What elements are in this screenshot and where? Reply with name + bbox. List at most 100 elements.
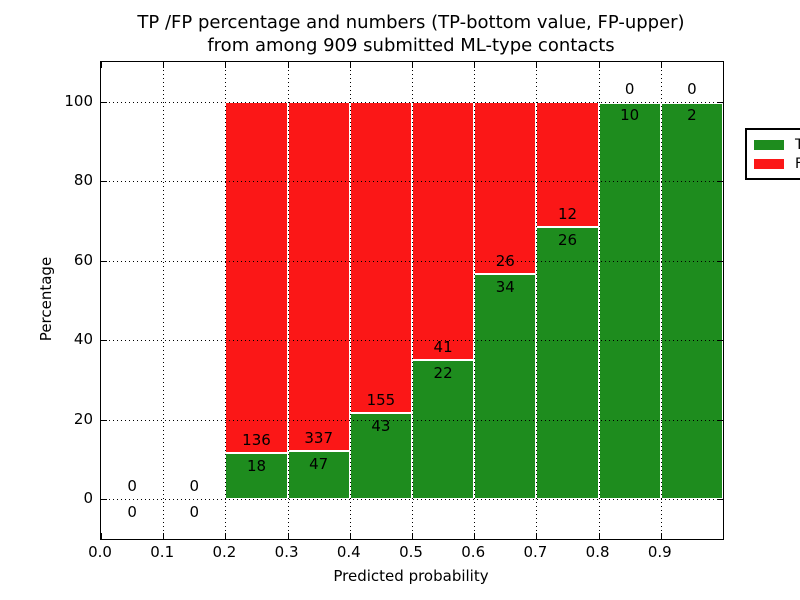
fp-count-label: 41	[433, 338, 453, 357]
tp-count-label: 47	[309, 454, 329, 473]
chart-title-line2: from among 909 submitted ML-type contact…	[207, 35, 615, 56]
x-tick-bottom	[598, 533, 600, 539]
tp-count-label: 10	[620, 105, 640, 124]
x-tick-bottom	[660, 533, 662, 539]
x-tick-top	[474, 62, 476, 68]
fp-bar	[225, 101, 288, 453]
legend-row-tp: TP	[754, 135, 800, 154]
vertical-gridline	[660, 62, 662, 539]
y-tick-left	[101, 260, 107, 262]
y-tick-right	[717, 340, 723, 342]
x-tick-top	[536, 62, 538, 68]
fp-bar	[536, 101, 599, 228]
plot-area: 0 0 0 0 136 18 337 47 155 43 41 22 26 34 12 26 0 10 0 2 TP …	[100, 61, 800, 540]
x-tick-top	[412, 62, 413, 68]
x-tick-top	[225, 62, 227, 68]
fp-count-label: 0	[127, 477, 137, 496]
vertical-gridline	[598, 62, 600, 539]
y-tick-right	[717, 260, 723, 262]
legend-row-fp: FP	[754, 154, 800, 173]
y-axis-label: Percentage	[37, 256, 55, 342]
horizontal-gridline	[101, 419, 723, 421]
horizontal-gridline	[101, 181, 723, 183]
tp-count-label: 18	[246, 456, 267, 475]
x-tick-label: 0.9	[647, 543, 672, 561]
y-tick-label: 40	[73, 330, 93, 349]
x-tick-bottom	[536, 533, 538, 539]
x-tick-top	[598, 62, 600, 68]
x-tick-label: 0.2	[212, 543, 237, 561]
y-tick-label: 100	[64, 91, 93, 110]
fp-count-label: 136	[242, 430, 271, 449]
fp-count-label: 337	[304, 428, 334, 447]
y-tick-right	[717, 499, 723, 501]
tp-count-label: 0	[127, 503, 137, 522]
x-tick-label: 0.3	[274, 543, 299, 561]
tp-count-label: 2	[687, 105, 697, 124]
tp-count-label: 34	[495, 278, 515, 296]
y-tick-right	[717, 419, 723, 421]
legend: TP FP	[745, 128, 800, 180]
legend-fp-label: FP	[795, 155, 800, 172]
legend-fp-swatch-icon	[754, 158, 784, 169]
y-tick-right	[717, 101, 723, 103]
x-tick-label: 0.6	[461, 543, 486, 561]
y-tick-left	[101, 181, 107, 183]
tp-count-label: 43	[371, 416, 391, 435]
horizontal-gridline	[101, 340, 723, 342]
tp-count-label: 22	[433, 364, 453, 383]
x-tick-label: 0.4	[336, 543, 361, 561]
tp-count-label: 26	[557, 231, 578, 250]
tp-bar	[474, 274, 537, 500]
fp-count-label: 0	[687, 79, 697, 98]
tp-bar	[536, 227, 599, 500]
chart-title: TP /FP percentage and numbers (TP-bottom…	[100, 11, 722, 57]
y-tick-label: 80	[73, 171, 93, 190]
y-tick-label: 0	[83, 489, 93, 508]
x-tick-bottom	[101, 533, 102, 539]
tp-bar	[225, 452, 288, 500]
fp-count-label: 0	[189, 477, 200, 496]
horizontal-gridline	[101, 260, 723, 262]
x-tick-label: 0.5	[399, 543, 423, 561]
x-tick-label: 0.0	[88, 543, 112, 561]
tp-bar	[598, 101, 661, 500]
fp-count-label: 12	[557, 205, 578, 224]
legend-tp-label: TP	[795, 136, 800, 153]
vertical-gridline	[225, 62, 227, 539]
y-tick-left	[101, 419, 107, 421]
x-tick-top	[349, 62, 351, 68]
y-tick-label: 60	[73, 250, 93, 269]
vertical-gridline	[287, 62, 289, 539]
vertical-gridline	[536, 62, 538, 539]
vertical-gridline	[474, 62, 476, 539]
horizontal-gridline	[101, 101, 723, 103]
vertical-gridline	[412, 62, 413, 539]
y-tick-left	[101, 340, 107, 342]
fp-count-label: 26	[495, 252, 515, 270]
vertical-gridline	[163, 62, 165, 539]
fp-bar	[474, 101, 537, 274]
x-tick-label: 0.7	[523, 543, 548, 561]
fp-bar	[349, 101, 412, 413]
y-tick-left	[101, 101, 107, 103]
x-tick-top	[287, 62, 289, 68]
x-tick-bottom	[412, 533, 413, 539]
fp-count-label: 0	[624, 79, 635, 98]
x-tick-bottom	[163, 533, 165, 539]
x-tick-label: 0.8	[585, 543, 610, 561]
x-tick-top	[163, 62, 165, 68]
x-tick-label: 0.1	[150, 543, 175, 561]
y-tick-right	[717, 181, 723, 183]
tp-bar	[660, 101, 723, 500]
vertical-gridline	[349, 62, 351, 539]
x-tick-bottom	[225, 533, 227, 539]
horizontal-gridline	[101, 499, 723, 501]
x-tick-bottom	[287, 533, 289, 539]
chart-title-line1: TP /FP percentage and numbers (TP-bottom…	[137, 12, 685, 33]
x-tick-top	[101, 62, 102, 68]
x-tick-bottom	[349, 533, 351, 539]
x-tick-top	[660, 62, 662, 68]
y-tick-left	[101, 499, 107, 501]
